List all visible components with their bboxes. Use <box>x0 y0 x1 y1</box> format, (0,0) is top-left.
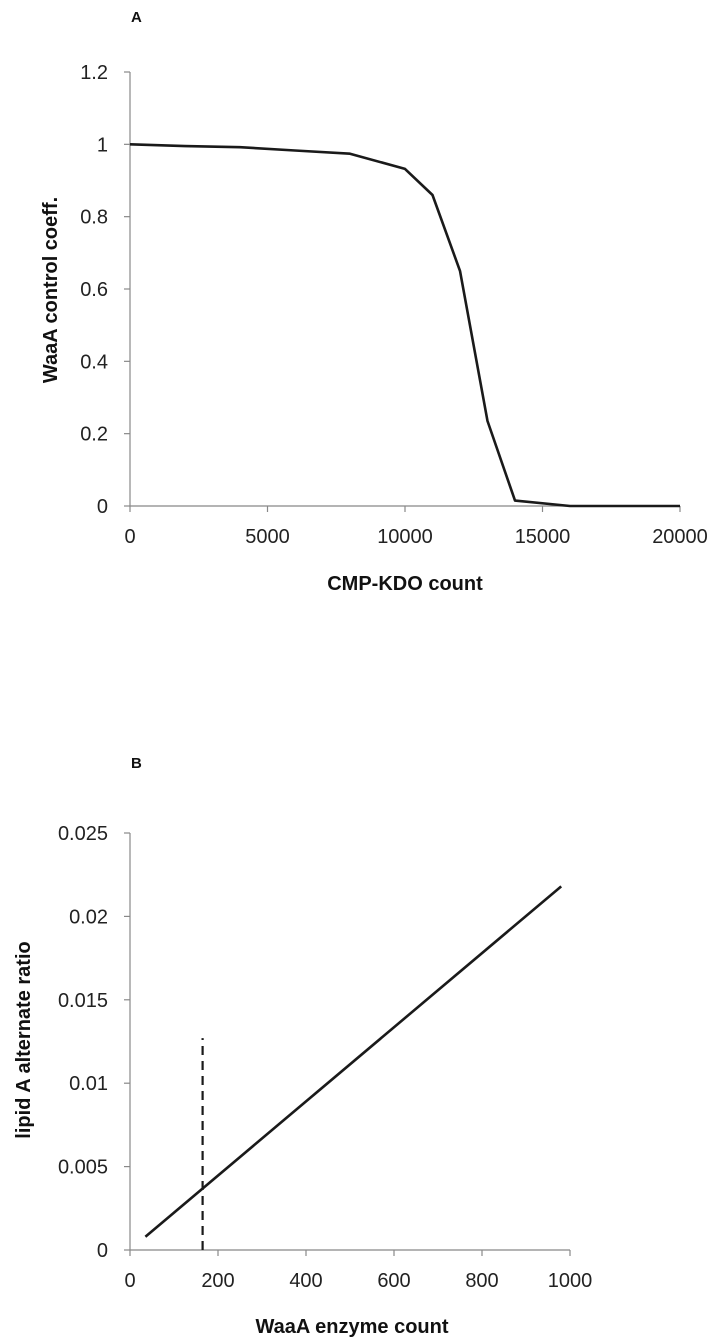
y-tick-label-a-3: 0.6 <box>80 279 108 301</box>
tick-group-b: 0 0.005 0.01 0.015 0.02 0.025 0 200 400 600 800 100… <box>58 823 592 1292</box>
y-tick-label-b-5: 0.025 <box>58 823 108 845</box>
series-line-a-0 <box>129 143 680 508</box>
x-tick-label-b-5: 1000 <box>548 1270 593 1292</box>
x-tick-label-a-4: 20000 <box>652 526 708 548</box>
chart-b: B 0 0.005 0.01 0.015 0.02 0.025 0 200 400 600 800 1… <box>13 755 592 1338</box>
x-tick-label-b-2: 400 <box>289 1270 322 1292</box>
x-axis-label-a: CMP-KDO count <box>327 573 483 595</box>
plot-area-a <box>129 143 680 508</box>
x-tick-label-a-0: 0 <box>124 526 135 548</box>
y-tick-label-a-1: 0.2 <box>80 424 108 446</box>
y-tick-label-b-2: 0.01 <box>69 1073 108 1095</box>
y-tick-label-b-4: 0.02 <box>69 906 108 928</box>
series-line-b-0 <box>144 885 563 1238</box>
y-tick-label-a-4: 0.8 <box>80 207 108 229</box>
tick-group-a: 0 0.2 0.4 0.6 0.8 1 1.2 0 5000 10000 15000 20000 <box>80 62 708 548</box>
x-tick-label-b-4: 800 <box>465 1270 498 1292</box>
x-axis-label-b: WaaA enzyme count <box>256 1316 449 1338</box>
y-tick-label-a-0: 0 <box>97 496 108 518</box>
x-tick-label-a-2: 10000 <box>377 526 433 548</box>
x-tick-label-b-0: 0 <box>124 1270 135 1292</box>
plot-area-b <box>144 885 563 1250</box>
y-tick-label-a-5: 1 <box>97 134 108 156</box>
x-tick-label-a-1: 5000 <box>245 526 290 548</box>
y-axis-label-a: WaaA control coeff. <box>40 197 62 383</box>
y-tick-label-a-6: 1.2 <box>80 62 108 84</box>
y-tick-label-b-1: 0.005 <box>58 1157 108 1179</box>
panel-label-a: A <box>131 9 142 26</box>
y-axis-label-b: lipid A alternate ratio <box>13 941 35 1138</box>
x-tick-label-a-3: 15000 <box>515 526 571 548</box>
x-tick-label-b-3: 600 <box>377 1270 410 1292</box>
y-tick-label-a-2: 0.4 <box>80 351 108 373</box>
y-tick-label-b-0: 0 <box>97 1240 108 1262</box>
x-tick-label-b-1: 200 <box>201 1270 234 1292</box>
y-tick-label-b-3: 0.015 <box>58 990 108 1012</box>
panel-label-b: B <box>131 755 142 772</box>
chart-a: A 00.20.40.60.811.20 5000 10000 15000 20000 … <box>40 9 708 595</box>
